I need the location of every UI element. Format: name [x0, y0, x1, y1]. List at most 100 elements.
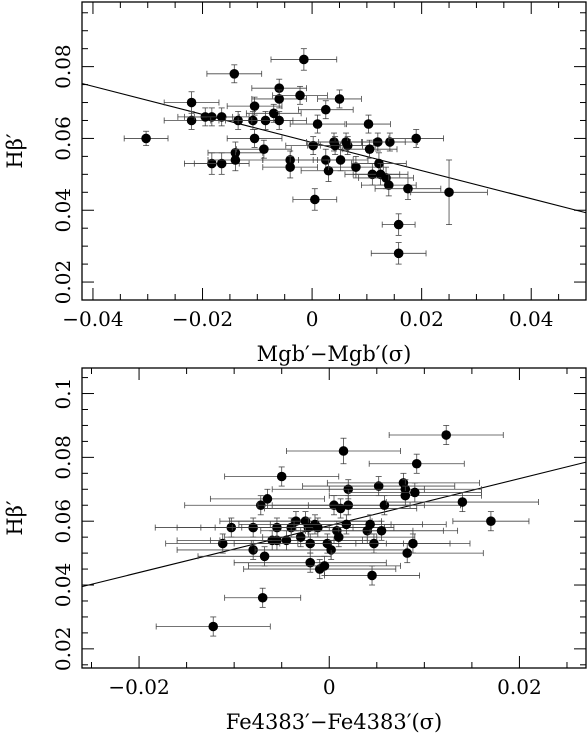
bottom-y-tick-label: 0.04 — [51, 563, 75, 608]
top-y-tick-label: 0.08 — [51, 44, 75, 89]
top-data-point — [270, 48, 338, 71]
top-x-tick-label: −0.04 — [62, 307, 123, 331]
top-data-points — [123, 48, 488, 265]
top-point-marker — [216, 158, 227, 169]
top-point-marker — [335, 155, 346, 165]
top-point-marker — [444, 187, 454, 198]
top-point-marker — [383, 180, 394, 190]
top-point-marker — [274, 94, 285, 104]
bottom-point-marker — [441, 430, 452, 440]
bottom-point-marker — [379, 500, 390, 511]
bottom-point-marker — [335, 503, 346, 514]
top-x-axis-title: Mgb′−Mgb′(σ) — [257, 342, 412, 366]
bottom-point-marker — [248, 545, 258, 555]
bottom-scatter-panel: −0.02 0 0.02 0.02 0.04 0.06 0.08 0.1 Fe4383′−F… — [3, 367, 587, 734]
bottom-data-point — [385, 492, 539, 513]
top-point-marker — [363, 119, 374, 129]
top-point-marker — [230, 155, 241, 165]
top-x-tick-label: 0.04 — [509, 307, 554, 331]
bottom-point-marker — [410, 487, 420, 498]
top-scatter-panel: −0.04 −0.02 0 0.02 0.04 0.02 0.04 0.06 0.08 Mgb… — [3, 1, 587, 366]
top-point-marker — [274, 83, 285, 93]
top-point-marker — [249, 101, 260, 111]
bottom-y-tick-label: 0.1 — [51, 378, 75, 410]
bottom-y-tick-labels: 0.02 0.04 0.06 0.08 0.1 — [51, 378, 75, 671]
top-point-marker — [393, 248, 404, 259]
top-point-marker — [385, 137, 395, 147]
top-x-tick-label: −0.02 — [172, 307, 233, 331]
top-data-point — [289, 114, 346, 134]
bottom-point-marker — [257, 592, 268, 603]
bottom-point-marker — [402, 548, 413, 558]
top-plot-frame — [81, 1, 587, 301]
bottom-x-axis-title: Fe4383′−Fe4383′(σ) — [226, 710, 442, 734]
bottom-point-marker — [305, 557, 316, 568]
top-data-point — [410, 159, 488, 226]
top-point-marker — [259, 144, 269, 155]
top-data-point — [226, 129, 283, 148]
top-point-marker — [186, 97, 197, 108]
bottom-x-tick-label: 0 — [323, 675, 336, 699]
bottom-x-tick-labels: −0.02 0 0.02 — [108, 675, 541, 699]
top-data-point — [123, 130, 169, 147]
bottom-point-marker — [217, 538, 228, 549]
bottom-data-point — [388, 425, 504, 445]
bottom-point-marker — [326, 545, 336, 555]
top-x-tick-label: 0.02 — [399, 307, 444, 331]
bottom-point-marker — [259, 551, 270, 562]
bottom-point-marker — [333, 532, 344, 542]
bottom-data-point — [224, 466, 340, 487]
top-x-tick-label: 0 — [306, 307, 319, 331]
bottom-y-tick-label: 0.02 — [51, 627, 75, 672]
bottom-point-marker — [373, 481, 384, 491]
top-point-marker — [323, 165, 334, 176]
top-point-marker — [351, 162, 361, 172]
top-point-marker — [299, 54, 309, 65]
bottom-data-point — [368, 453, 465, 474]
top-data-point — [362, 132, 418, 152]
bottom-data-point — [155, 616, 271, 637]
top-data-point — [370, 242, 427, 265]
top-data-point — [346, 114, 391, 134]
top-y-tick-labels: 0.02 0.04 0.06 0.08 — [51, 44, 75, 304]
top-data-point — [251, 78, 308, 98]
bottom-point-marker — [313, 522, 323, 533]
top-point-marker — [285, 162, 295, 172]
bottom-point-marker — [408, 538, 418, 549]
top-point-marker — [229, 69, 240, 79]
bottom-point-marker — [262, 494, 273, 504]
bottom-data-point — [302, 476, 456, 497]
top-y-tick-label: 0.06 — [51, 116, 75, 161]
bottom-x-tick-label: 0.02 — [497, 675, 542, 699]
top-data-point — [262, 155, 318, 179]
bottom-point-marker — [400, 490, 411, 501]
top-point-marker — [334, 94, 345, 104]
top-data-point — [292, 188, 338, 211]
bottom-data-point — [248, 555, 401, 576]
top-data-point — [272, 85, 328, 105]
bottom-point-marker — [338, 446, 349, 456]
top-axis-ticks — [82, 2, 587, 301]
top-data-point — [251, 111, 308, 130]
bottom-point-marker — [281, 535, 292, 546]
top-data-point — [163, 91, 220, 114]
top-point-marker — [216, 112, 227, 122]
bottom-point-marker — [208, 621, 219, 632]
top-point-marker — [310, 194, 320, 205]
top-point-marker — [312, 119, 323, 129]
top-point-marker — [274, 115, 285, 126]
top-point-marker — [268, 108, 279, 119]
top-x-tick-labels: −0.04 −0.02 0 0.02 0.04 — [62, 307, 553, 331]
bottom-point-marker — [411, 458, 422, 469]
top-y-tick-label: 0.02 — [51, 260, 75, 305]
bottom-y-tick-label: 0.06 — [51, 499, 75, 544]
top-data-point — [193, 152, 250, 175]
bottom-data-point — [452, 511, 530, 532]
bottom-data-point — [264, 498, 418, 519]
bottom-data-point — [209, 488, 325, 509]
top-point-marker — [411, 133, 421, 144]
bottom-x-tick-label: −0.02 — [108, 675, 169, 699]
top-data-point — [236, 139, 292, 159]
bottom-data-points — [154, 425, 539, 637]
